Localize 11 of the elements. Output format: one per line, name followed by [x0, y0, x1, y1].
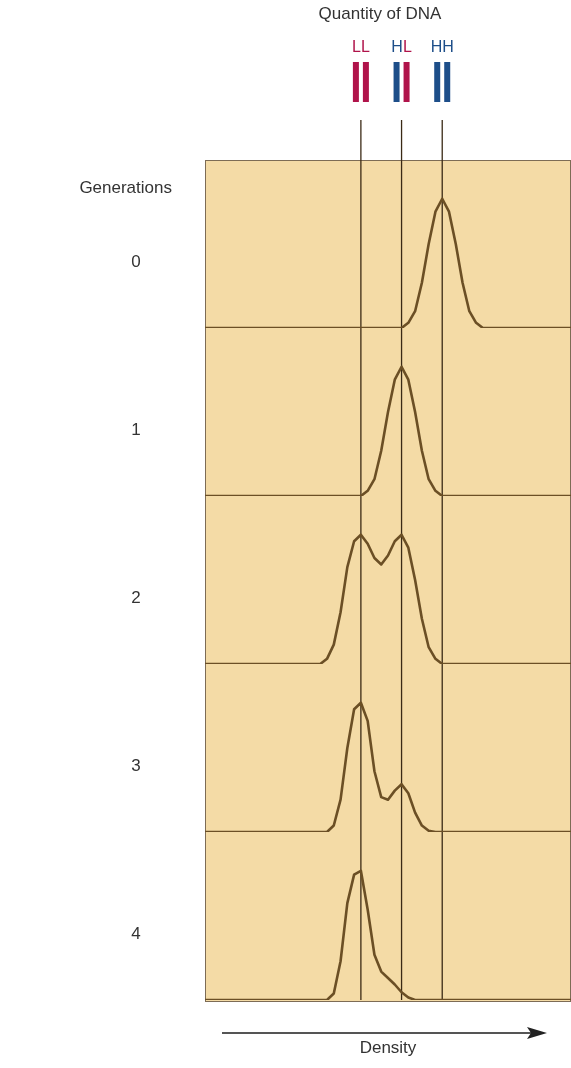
- text: Generations: [78, 178, 172, 198]
- x-tick-label: LL: [351, 38, 370, 55]
- x-axis-title: Density: [358, 1038, 418, 1058]
- y-axis-title: 4: [130, 924, 142, 944]
- y-axis-title: 0: [130, 252, 142, 272]
- y-axis-title: 1: [130, 420, 142, 440]
- y-axis-title: 3: [130, 756, 142, 776]
- y-axis-title: 2: [130, 588, 142, 608]
- chart-title: Quantity of DNA: [317, 4, 443, 24]
- x-tick-label: HL: [391, 38, 412, 55]
- x-tick-label: HH: [430, 38, 454, 55]
